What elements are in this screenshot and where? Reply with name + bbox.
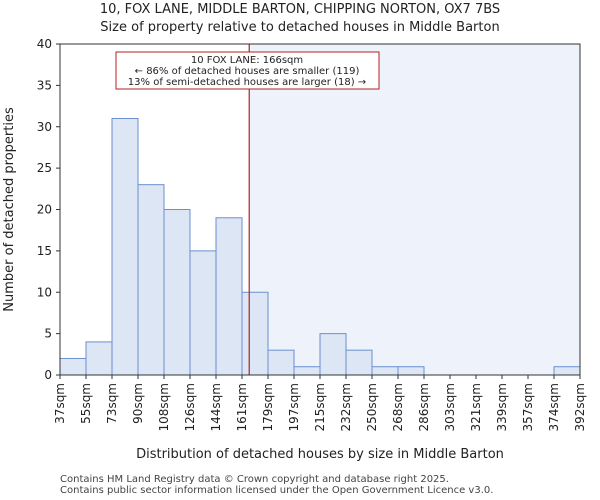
x-tick-label: 126sqm — [183, 383, 197, 431]
x-tick-label: 197sqm — [287, 383, 301, 431]
bar-161sqm — [241, 291, 269, 376]
x-ticks-group: 37sqm 55sqm 73sqm 90sqm 108sqm 126sqm 144sqm 16… — [53, 375, 587, 431]
bar-90sqm — [137, 184, 165, 376]
x-tick-label: 286sqm — [417, 383, 431, 431]
x-tick-label: 73sqm — [105, 383, 119, 424]
x-tick-label: 321sqm — [469, 383, 483, 431]
x-tick-label: 179sqm — [261, 383, 275, 431]
x-tick-label: 215sqm — [313, 383, 327, 431]
y-tick-label: 15 — [37, 244, 52, 258]
x-tick-label: 339sqm — [495, 383, 509, 431]
bar-126sqm — [189, 250, 217, 376]
bar-179sqm — [267, 349, 295, 376]
annotation-line-2: ← 86% of detached houses are smaller (11… — [135, 66, 360, 77]
x-tick-label: 161sqm — [235, 383, 249, 431]
y-ticks-group: 0 5 10 15 20 25 30 35 40 — [37, 37, 60, 382]
y-axis-label: Number of detached properties — [2, 107, 17, 312]
bars-group — [59, 117, 581, 376]
annotation-box: 10 FOX LANE: 166sqm ← 86% of detached ho… — [115, 51, 380, 90]
x-tick-label: 108sqm — [157, 383, 171, 431]
y-tick-label: 30 — [37, 120, 52, 134]
y-tick-label: 40 — [37, 37, 52, 51]
bar-55sqm — [85, 341, 113, 376]
y-tick-label: 25 — [37, 161, 52, 175]
x-tick-label: 268sqm — [391, 383, 405, 431]
annotation-line-3: 13% of semi-detached houses are larger (… — [128, 77, 366, 88]
bar-215sqm — [319, 333, 347, 376]
bar-73sqm — [111, 117, 139, 376]
bar-374sqm — [553, 366, 581, 376]
y-tick-label: 5 — [44, 327, 52, 341]
x-tick-label: 357sqm — [521, 383, 535, 431]
x-tick-label: 250sqm — [365, 383, 379, 431]
bar-37sqm — [59, 357, 87, 376]
x-tick-label: 90sqm — [131, 383, 145, 424]
x-tick-label: 55sqm — [79, 383, 93, 424]
bar-108sqm — [163, 209, 191, 376]
x-tick-label: 374sqm — [547, 383, 561, 431]
y-tick-label: 35 — [37, 78, 52, 92]
footer-line-2: Contains public sector information licen… — [60, 485, 494, 496]
y-tick-label: 0 — [44, 368, 52, 382]
bar-197sqm — [293, 366, 321, 376]
y-tick-label: 10 — [37, 285, 52, 299]
bar-232sqm — [345, 349, 373, 376]
x-tick-label: 303sqm — [443, 383, 457, 431]
chart-title: 10, FOX LANE, MIDDLE BARTON, CHIPPING NO… — [99, 2, 501, 17]
bar-268sqm — [397, 366, 425, 376]
footer-line-1: Contains HM Land Registry data © Crown c… — [60, 474, 449, 485]
annotation-border — [115, 51, 380, 90]
bar-250sqm — [371, 366, 399, 376]
x-tick-label: 232sqm — [339, 383, 353, 431]
y-tick-label: 20 — [37, 203, 52, 217]
bar-144sqm — [215, 217, 243, 376]
larger-region-highlight — [249, 44, 580, 375]
x-tick-label: 144sqm — [209, 383, 223, 431]
x-tick-label: 392sqm — [573, 383, 587, 431]
x-tick-label: 37sqm — [53, 383, 67, 424]
annotation-line-1: 10 FOX LANE: 166sqm — [191, 55, 303, 66]
chart-subtitle: Size of property relative to detached ho… — [100, 20, 500, 35]
x-axis-label: Distribution of detached houses by size … — [136, 447, 504, 462]
